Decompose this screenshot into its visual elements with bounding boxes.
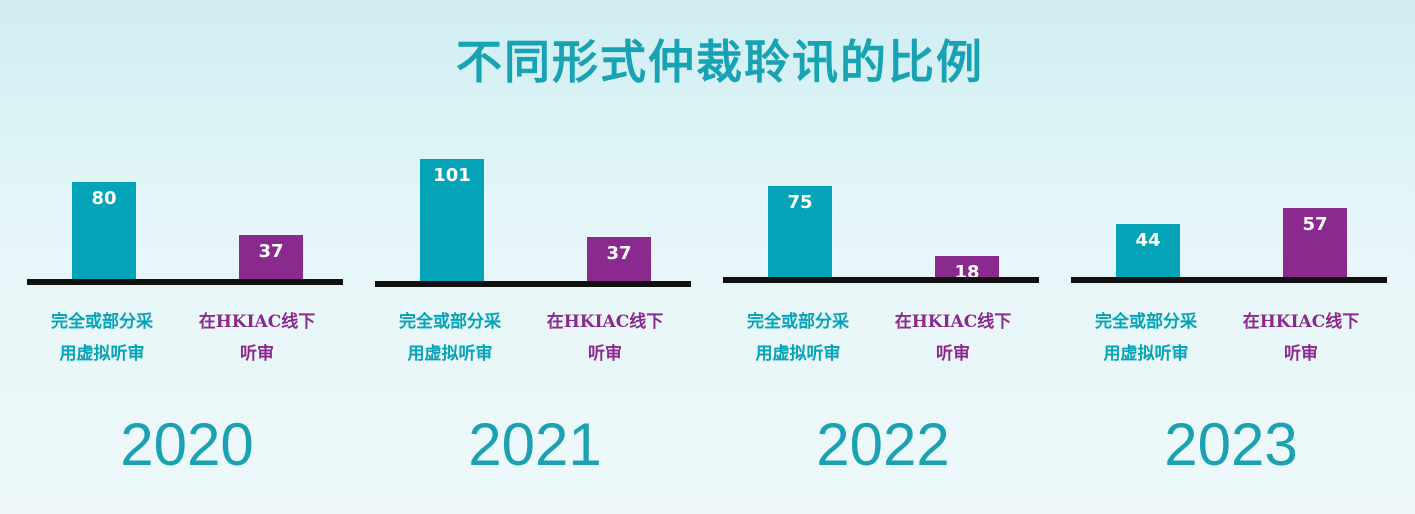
category-label-line: 听审 (588, 344, 622, 364)
chart-panel-2021: 101 37 完全或部分采 用虚拟听审 在HKIAC线下 听审 2021 (375, 0, 695, 514)
category-label-in-person: 在HKIAC线下 听审 (182, 306, 332, 370)
category-label-line: 完全或部分采 (747, 312, 849, 332)
year-label: 2021 (468, 411, 602, 478)
category-label-in-person: 在HKIAC线下 听审 (878, 306, 1028, 370)
category-label-line: 完全或部分采 (51, 312, 153, 332)
category-label-line: 在HKIAC线下 (894, 312, 1012, 332)
category-label-line: 在HKIAC线下 (546, 312, 664, 332)
axis-baseline (375, 281, 691, 287)
category-label-line: 用虚拟听审 (1103, 344, 1189, 364)
bar-in-person: 57 (1283, 208, 1347, 278)
category-label-virtual: 完全或部分采 用虚拟听审 (375, 306, 525, 370)
category-label-line: 用虚拟听审 (755, 344, 841, 364)
chart-panel-2023: 44 57 完全或部分采 用虚拟听审 在HKIAC线下 听审 2023 (1071, 0, 1391, 514)
bar-value-label: 57 (1302, 214, 1328, 235)
axis-baseline (27, 279, 343, 285)
category-label-virtual: 完全或部分采 用虚拟听审 (27, 306, 177, 370)
bar-virtual: 80 (72, 182, 136, 280)
category-label-line: 在HKIAC线下 (198, 312, 316, 332)
category-label-line: 听审 (936, 344, 970, 364)
bar-value-label: 37 (258, 241, 284, 262)
category-label-line: 用虚拟听审 (407, 344, 493, 364)
category-label-in-person: 在HKIAC线下 听审 (530, 306, 680, 370)
year-label: 2023 (1164, 411, 1298, 478)
bar-value-label: 44 (1135, 230, 1161, 251)
year-label: 2022 (816, 411, 950, 478)
year-label: 2020 (120, 411, 254, 478)
bar-in-person: 37 (587, 237, 651, 282)
axis-baseline (723, 277, 1039, 283)
bar-in-person: 18 (935, 256, 999, 283)
axis-baseline (1071, 277, 1387, 283)
bar-virtual: 101 (420, 159, 484, 282)
chart-panel-2022: 75 18 完全或部分采 用虚拟听审 在HKIAC线下 听审 2022 (723, 0, 1043, 514)
bar-value-label: 101 (433, 165, 471, 186)
bar-virtual: 75 (768, 186, 832, 278)
category-label-virtual: 完全或部分采 用虚拟听审 (723, 306, 873, 370)
bar-in-person: 37 (239, 235, 303, 280)
chart-panel-2020: 80 37 完全或部分采 用虚拟听审 在HKIAC线下 听审 2020 (27, 0, 347, 514)
chart-title: 不同形式仲裁聆讯的比例 (456, 35, 984, 89)
category-label-line: 听审 (240, 344, 274, 364)
category-label-line: 在HKIAC线下 (1242, 312, 1360, 332)
category-label-line: 完全或部分采 (1095, 312, 1197, 332)
bar-value-label: 75 (787, 192, 813, 213)
category-label-virtual: 完全或部分采 用虚拟听审 (1071, 306, 1221, 370)
category-label-line: 完全或部分采 (399, 312, 501, 332)
bar-value-label: 80 (91, 188, 117, 209)
bar-virtual: 44 (1116, 224, 1180, 278)
category-label-line: 听审 (1284, 344, 1318, 364)
category-label-in-person: 在HKIAC线下 听审 (1226, 306, 1376, 370)
bar-value-label: 37 (606, 243, 632, 264)
category-label-line: 用虚拟听审 (59, 344, 145, 364)
